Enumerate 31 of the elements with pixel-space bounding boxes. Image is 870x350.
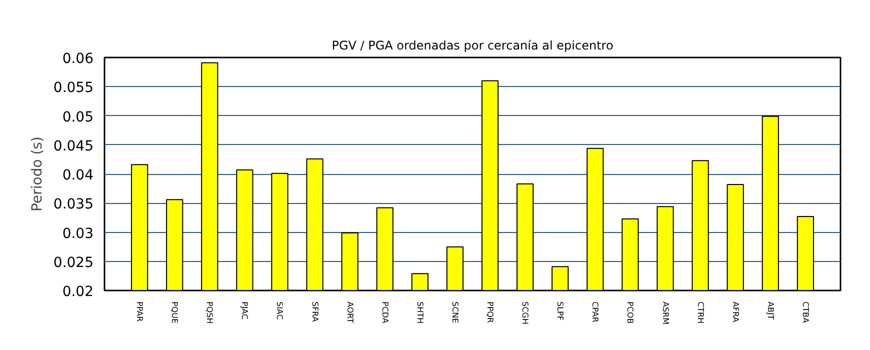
- x-tick-label: CPAR: [590, 302, 600, 323]
- x-tick-label: SIAC: [275, 302, 284, 320]
- x-tick-label: CTBA: [800, 302, 810, 324]
- y-axis-title: Periodo (s): [29, 136, 46, 212]
- x-tick-label: CTRH: [696, 302, 705, 324]
- x-tick-label: PPQR: [486, 302, 495, 324]
- y-tick-label: 0.03: [62, 226, 94, 242]
- x-tick-label: ASRM: [660, 302, 670, 325]
- y-tick-label: 0.035: [53, 196, 94, 213]
- y-tick-label: 0.055: [53, 80, 94, 96]
- y-tick-label: 0.06: [62, 51, 94, 67]
- x-tick-label: SHTH: [415, 302, 424, 324]
- y-tick-label: 0.02: [62, 284, 94, 300]
- x-tick-label: PQUE: [170, 302, 180, 324]
- chart-title: PGV / PGA ordenadas por cercanía al epicentro: [332, 38, 614, 52]
- x-tick-label: SLPF: [556, 302, 565, 321]
- x-tick-label: PCDA: [380, 302, 390, 324]
- x-tick-label: SCGH: [520, 302, 530, 324]
- x-tick-label: PJAC: [240, 302, 250, 320]
- x-tick-label: PPAR: [135, 302, 144, 322]
- x-tick-label: AFRA: [730, 302, 740, 323]
- x-tick-label: SFRA: [310, 302, 320, 322]
- x-tick-label: SCNE: [450, 302, 460, 324]
- y-tick-label: 0.04: [62, 168, 94, 184]
- y-tick-label: 0.025: [53, 254, 94, 271]
- y-tick-label: 0.05: [62, 109, 94, 126]
- y-tick-label: 0.045: [53, 138, 94, 154]
- x-tick-label: PCOB: [626, 302, 635, 324]
- x-tick-label: ABJT: [766, 302, 775, 320]
- x-tick-label: PQSH: [205, 302, 214, 324]
- x-tick-label: AORT: [345, 302, 354, 324]
